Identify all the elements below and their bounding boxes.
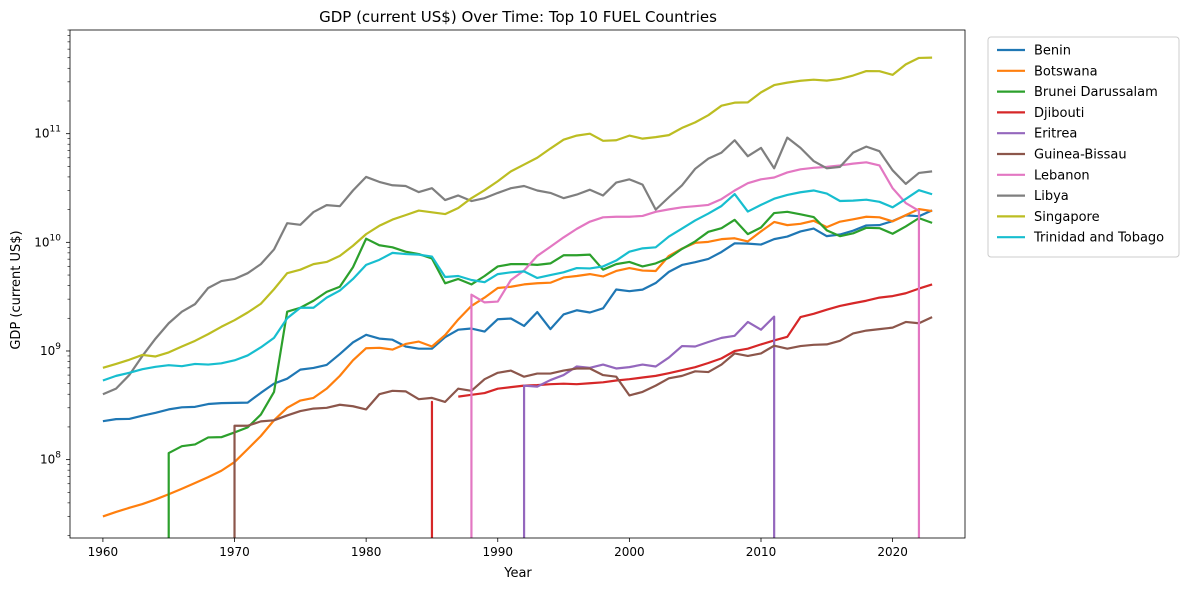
series-layer — [102, 56, 933, 538]
series-line-brunei-darussalam — [167, 210, 933, 538]
y-tick-label: 109 — [40, 342, 61, 358]
series-line-botswana — [102, 208, 933, 518]
x-tick-label: 1990 — [482, 545, 513, 559]
series-line-trinidad-and-tobago — [102, 189, 933, 382]
series-line-libya — [102, 136, 933, 396]
legend-label: Botswana — [1034, 64, 1098, 79]
legend-label: Guinea-Bissau — [1034, 148, 1127, 163]
legend: Benin Botswana Brunei Darussalam Djibouti Er… — [987, 36, 1180, 258]
series-line-singapore — [102, 56, 933, 369]
series-line-benin — [102, 209, 933, 423]
x-axis-label: Year — [503, 566, 532, 581]
plot-area-frame — [69, 29, 966, 539]
series-line-guinea-bissau — [233, 316, 933, 538]
y-axis-label: GDP (current US$) — [9, 230, 24, 349]
legend-label: Djibouti — [1034, 106, 1084, 121]
x-axis-ticks: 1960 1970 1980 1990 2000 2010 2020 — [88, 538, 908, 559]
series-line-lebanon — [470, 161, 921, 538]
x-tick-label: 1970 — [219, 545, 250, 559]
x-tick-label: 2020 — [877, 545, 908, 559]
y-axis-ticks: 108 109 1010 1011 — [34, 29, 70, 536]
legend-label: Trinidad and Tobago — [1033, 231, 1164, 246]
y-tick-label: 1010 — [34, 233, 61, 249]
legend-label: Benin — [1034, 44, 1071, 59]
x-tick-label: 1980 — [351, 545, 382, 559]
legend-label: Libya — [1034, 189, 1069, 204]
x-tick-label: 2000 — [614, 545, 645, 559]
legend-label: Eritrea — [1034, 127, 1077, 142]
series-line-djibouti — [430, 283, 933, 538]
chart-title: GDP (current US$) Over Time: Top 10 FUEL… — [319, 8, 717, 26]
legend-label: Lebanon — [1034, 168, 1090, 183]
series-line-eritrea — [522, 315, 776, 538]
legend-box — [987, 36, 1180, 258]
x-tick-label: 1960 — [88, 545, 119, 559]
legend-label: Brunei Darussalam — [1034, 85, 1158, 100]
y-tick-label: 108 — [40, 451, 61, 467]
y-tick-label: 1011 — [34, 125, 61, 141]
legend-label: Singapore — [1034, 210, 1100, 225]
x-tick-label: 2010 — [746, 545, 777, 559]
